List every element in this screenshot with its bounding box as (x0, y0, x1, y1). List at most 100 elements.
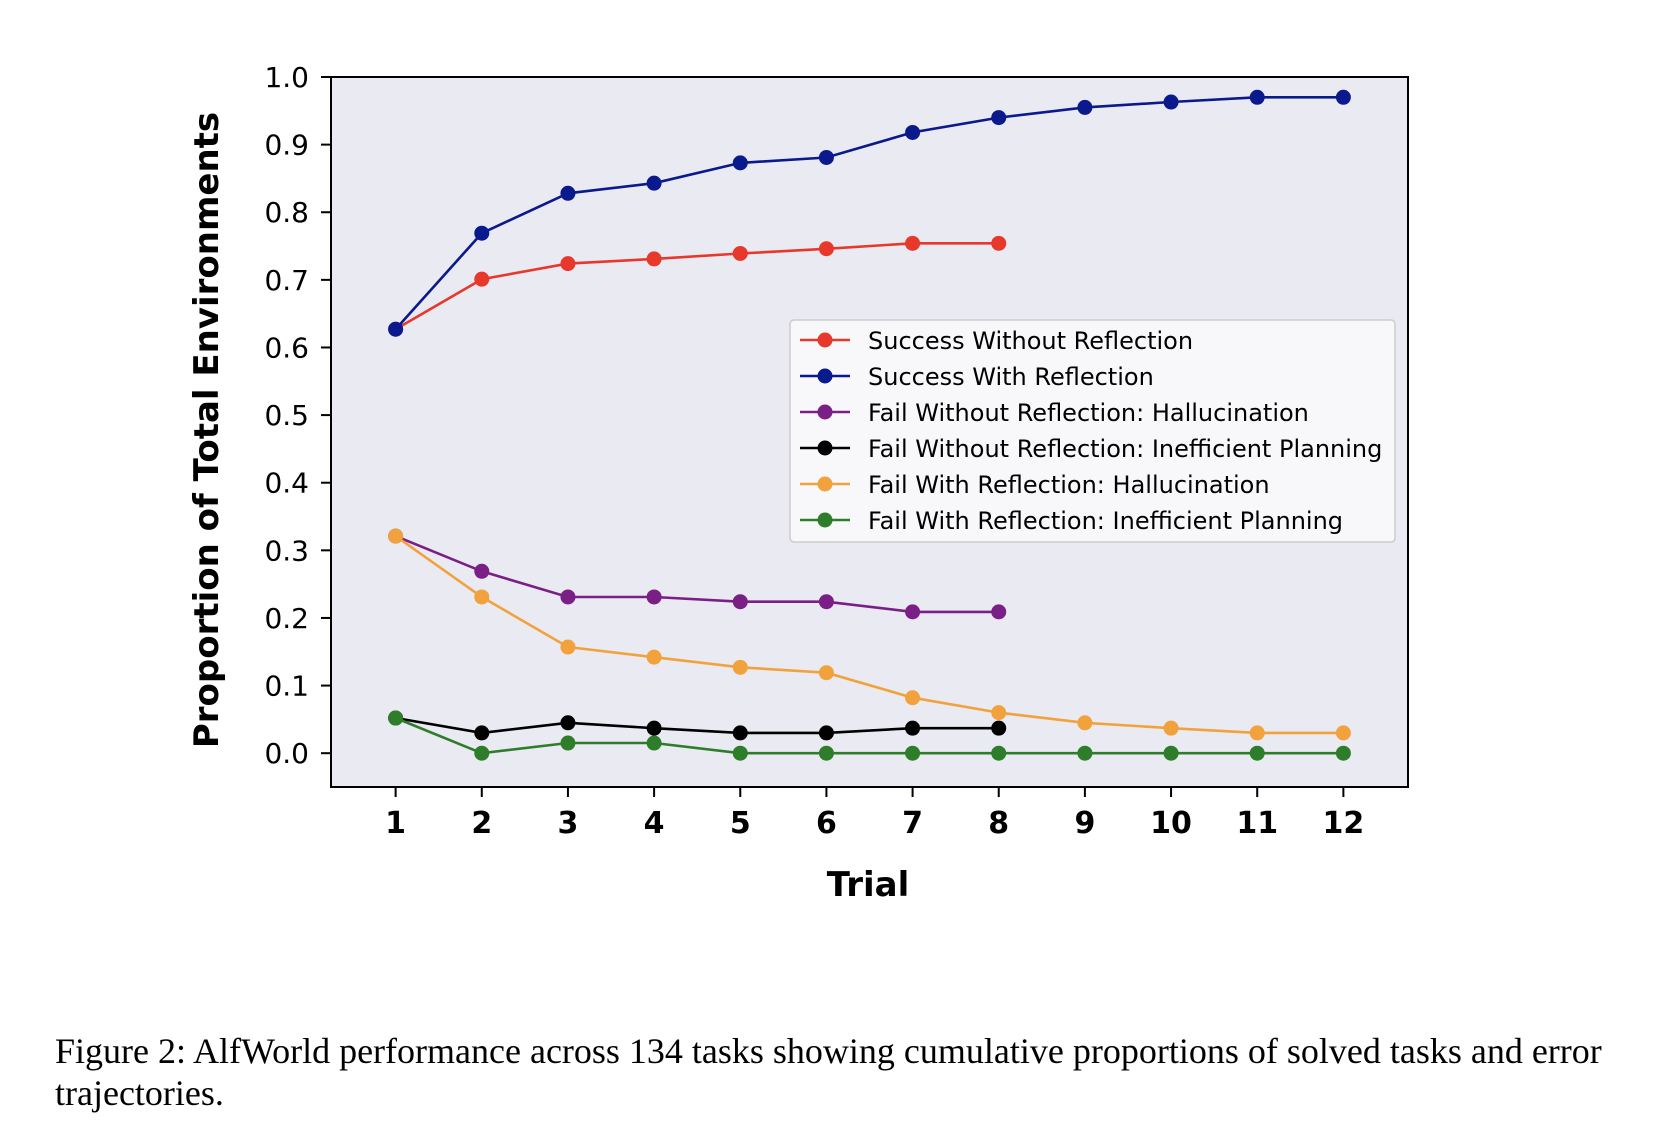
data-point (991, 110, 1007, 126)
data-point (646, 649, 662, 665)
data-point (818, 725, 834, 741)
data-point (732, 745, 748, 761)
legend-item: Fail Without Reflection: Inefficient Pla… (800, 435, 1382, 463)
y-tick-label: 0.4 (264, 467, 309, 500)
legend-marker (817, 404, 833, 420)
y-tick-label: 0.9 (264, 129, 309, 162)
data-point (1077, 715, 1093, 731)
series-line (395, 534, 999, 614)
data-point (646, 175, 662, 191)
series-6 (388, 710, 1351, 761)
figure-caption: Figure 2: AlfWorld performance across 13… (55, 1031, 1602, 1113)
data-point (905, 124, 921, 140)
data-point (732, 725, 748, 741)
legend-item: Fail Without Reflection: Hallucination (800, 399, 1309, 427)
series-5 (388, 528, 1351, 741)
legend-label: Success With Reflection (868, 363, 1154, 391)
series-line (395, 716, 999, 735)
data-point (1077, 99, 1093, 115)
legend-item: Success With Reflection (800, 363, 1154, 391)
data-point (1335, 725, 1351, 741)
data-point (560, 256, 576, 272)
data-point (388, 321, 404, 337)
data-point (1335, 745, 1351, 761)
x-tick-label: 5 (730, 806, 751, 841)
data-point (1077, 745, 1093, 761)
data-point (1163, 720, 1179, 736)
data-point (646, 589, 662, 605)
series-layer (388, 89, 1351, 761)
data-point (474, 725, 490, 741)
data-point (560, 185, 576, 201)
y-tick-label: 0.0 (264, 737, 309, 770)
data-point (1249, 745, 1265, 761)
data-point (818, 241, 834, 257)
data-point (474, 271, 490, 287)
data-point (991, 705, 1007, 721)
data-point (1249, 89, 1265, 105)
data-point (1163, 745, 1179, 761)
legend-label: Fail Without Reflection: Inefficient Pla… (868, 435, 1382, 463)
y-tick-label: 0.3 (264, 534, 309, 567)
data-point (560, 589, 576, 605)
data-point (560, 735, 576, 751)
x-tick-label: 7 (902, 806, 923, 841)
data-point (1163, 94, 1179, 110)
data-point (732, 245, 748, 261)
data-point (818, 594, 834, 610)
legend-item: Fail With Reflection: Inefficient Planni… (800, 507, 1343, 535)
data-point (991, 745, 1007, 761)
x-tick-label: 11 (1236, 806, 1278, 841)
legend-marker (817, 440, 833, 456)
series-line (394, 96, 1344, 331)
data-point (818, 665, 834, 681)
series-4 (388, 710, 1007, 741)
data-point (1335, 89, 1351, 105)
series-line (394, 535, 1344, 735)
data-point (388, 710, 404, 726)
data-point (732, 155, 748, 171)
y-tick-label: 0.8 (264, 196, 309, 229)
y-tick-label: 0.6 (264, 331, 309, 364)
legend-label: Fail Without Reflection: Hallucination (868, 399, 1309, 427)
data-point (646, 720, 662, 736)
data-point (991, 235, 1007, 251)
x-tick-label: 4 (644, 806, 665, 841)
x-tick-label: 10 (1150, 806, 1192, 841)
legend-marker (817, 512, 833, 528)
data-point (991, 720, 1007, 736)
data-point (1249, 725, 1265, 741)
x-tick-label: 9 (1074, 806, 1095, 841)
data-point (991, 604, 1007, 620)
data-point (388, 528, 404, 544)
data-point (646, 251, 662, 267)
y-tick-label: 0.7 (264, 264, 309, 297)
x-tick-label: 3 (558, 806, 579, 841)
data-point (818, 745, 834, 761)
x-tick-label: 2 (471, 806, 492, 841)
y-axis: 0.0 0.1 0.2 0.3 0.4 0.5 0.6 0.7 0.8 0.9 1.0 (264, 61, 331, 770)
x-axis: 1 2 3 4 5 6 7 8 9 10 11 12 (385, 787, 1364, 841)
series-line (395, 716, 1344, 755)
x-tick-label: 6 (816, 806, 837, 841)
data-point (560, 639, 576, 655)
legend-label: Fail With Reflection: Hallucination (868, 471, 1270, 499)
y-tick-label: 0.5 (264, 399, 309, 432)
data-point (646, 735, 662, 751)
data-point (905, 690, 921, 706)
data-point (905, 235, 921, 251)
data-point (474, 225, 490, 241)
y-tick-label: 0.2 (264, 602, 309, 635)
legend-label: Success Without Reflection (868, 327, 1193, 355)
legend-marker (817, 332, 833, 348)
legend-item: Success Without Reflection (800, 327, 1193, 355)
data-point (474, 563, 490, 579)
data-point (474, 589, 490, 605)
legend-item: Fail With Reflection: Hallucination (800, 471, 1270, 499)
series-2 (388, 89, 1351, 337)
legend: Success Without Reflection Success With R… (789, 319, 1396, 543)
x-tick-label: 8 (988, 806, 1009, 841)
legend-marker (817, 476, 833, 492)
